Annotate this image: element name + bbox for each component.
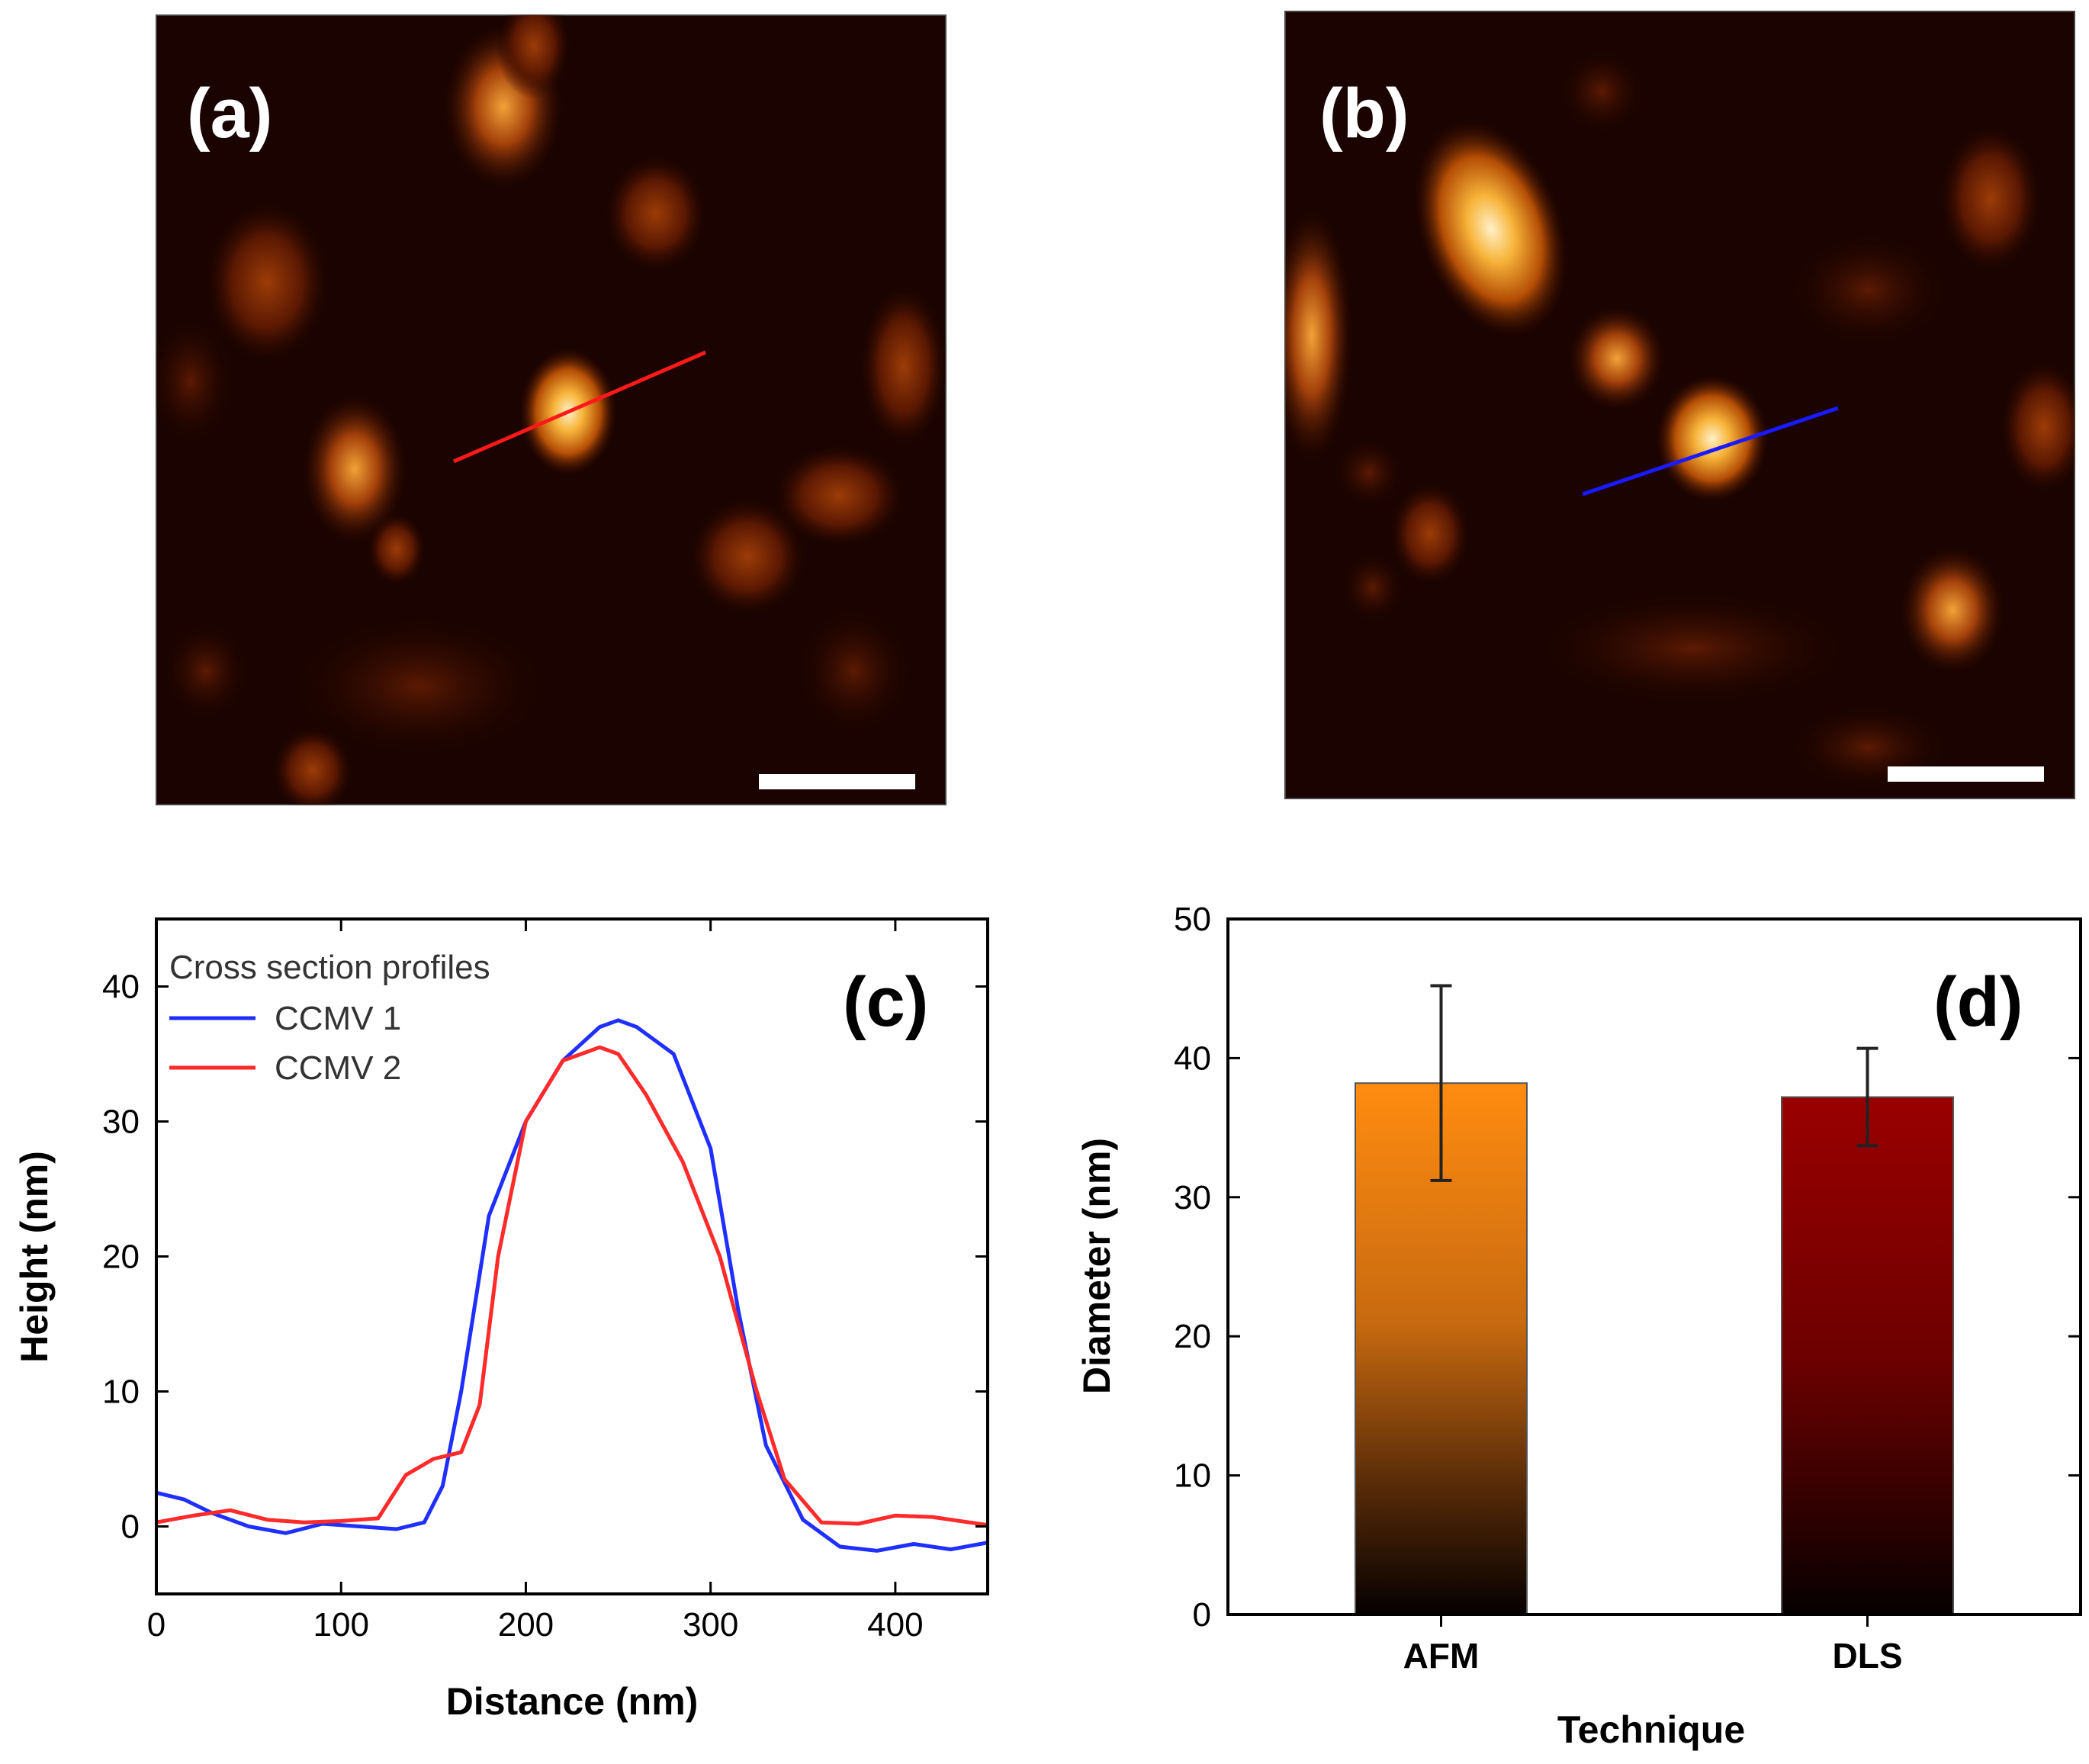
diameter-bar-chart: AFM DLS 0 10 20 30 40 50 (d) Technique Diameter… <box>1075 901 2082 1751</box>
scale-bar-b <box>1888 766 2044 782</box>
cross-section-chart: 0 100 200 300 400 0 10 20 30 40 Cross section pro… <box>13 917 989 1723</box>
y-tick-label-c: 30 <box>102 1104 140 1141</box>
series-line-ccmv1 <box>156 1018 988 1553</box>
y-tick-label-d: 30 <box>1174 1179 1211 1216</box>
plot-frame-d <box>1226 917 2082 1616</box>
legend-label-ccmv2: CCMV 2 <box>275 1049 401 1087</box>
afm-image-a: (a) <box>156 14 946 805</box>
y-tick-label-c: 0 <box>121 1509 140 1546</box>
y-tick-label-c: 20 <box>102 1239 140 1276</box>
legend: Cross section profiles CCMV 1 CCMV 2 <box>169 949 490 1087</box>
y-axis-title-c: Height (nm) <box>13 1151 56 1363</box>
y-tick-label-d: 0 <box>1193 1596 1211 1634</box>
x-axis-title-c: Distance (nm) <box>446 1680 699 1723</box>
scan-line-a <box>453 350 706 464</box>
panel-label-c: (c) <box>843 963 928 1041</box>
scale-bar-a <box>759 774 915 789</box>
y-tick-label-c: 40 <box>102 969 140 1006</box>
panel-label-b: (b) <box>1319 75 1409 153</box>
y-tick-label-d: 20 <box>1174 1318 1211 1355</box>
y-tick-label-d: 50 <box>1174 901 1211 938</box>
legend-label-ccmv1: CCMV 1 <box>275 1000 401 1037</box>
panel-label-a: (a) <box>187 75 272 153</box>
scan-line-b <box>1582 406 1839 496</box>
x-tick-label-c: 0 <box>147 1606 166 1644</box>
legend-title: Cross section profiles <box>169 949 490 986</box>
bar-dls <box>1781 1096 1954 1616</box>
category-label-afm: AFM <box>1403 1636 1480 1676</box>
y-axis-title-d: Diameter (nm) <box>1075 1138 1118 1394</box>
x-axis-title-d: Technique <box>1557 1708 1745 1751</box>
afm-image-b: (b) <box>1284 11 2075 799</box>
category-label-dls: DLS <box>1833 1636 1903 1676</box>
y-tick-label-d: 40 <box>1174 1039 1211 1077</box>
panel-label-d: (d) <box>1933 963 2023 1041</box>
x-tick-label-c: 200 <box>498 1606 554 1644</box>
y-tick-label-c: 10 <box>102 1374 140 1411</box>
x-tick-label-c: 300 <box>683 1606 738 1644</box>
x-tick-label-c: 100 <box>313 1606 369 1644</box>
x-tick-label-c: 400 <box>867 1606 923 1644</box>
y-tick-label-d: 10 <box>1174 1457 1211 1495</box>
series-line-ccmv2 <box>156 1045 988 1528</box>
